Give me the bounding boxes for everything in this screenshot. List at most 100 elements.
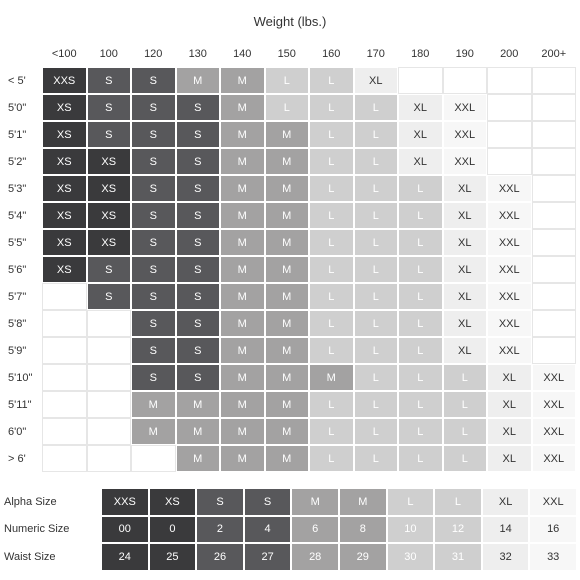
height-row-header: 5'5": [8, 236, 27, 249]
weight-column-header: 140: [233, 48, 252, 60]
height-row-header: 6'0": [8, 425, 27, 438]
legend-cell: XXL: [529, 488, 577, 516]
size-cell: [531, 229, 576, 256]
size-cell: M: [264, 256, 309, 283]
legend-cell: XL: [481, 488, 530, 516]
legend-cell: 2: [196, 515, 244, 543]
size-cell: L: [353, 94, 398, 121]
size-cell: M: [264, 364, 309, 391]
size-cell: [42, 310, 87, 337]
size-cell: XS: [86, 148, 131, 175]
size-cell: M: [131, 418, 176, 445]
size-cell: S: [175, 310, 220, 337]
size-cell: S: [131, 148, 176, 175]
size-cell: M: [220, 283, 265, 310]
size-cell: L: [442, 391, 487, 418]
height-row-header: < 5': [8, 74, 26, 87]
size-cell: [86, 445, 131, 472]
size-cell: M: [264, 418, 309, 445]
legend-cell: S: [243, 488, 292, 516]
size-cell: L: [309, 94, 354, 121]
size-cell: M: [264, 175, 309, 202]
size-cell: [442, 67, 487, 94]
legend-row-label: Alpha Size: [4, 495, 57, 508]
size-cell: XL: [442, 256, 487, 283]
size-cell: M: [220, 121, 265, 148]
legend-cell: 28: [291, 543, 339, 571]
size-cell: M: [220, 229, 265, 256]
size-cell: L: [398, 175, 443, 202]
size-cell: L: [353, 310, 398, 337]
size-cell: XS: [42, 229, 87, 256]
size-cell: [531, 337, 576, 364]
size-cell: L: [353, 283, 398, 310]
legend-cell: 30: [386, 543, 435, 571]
size-cell: XXL: [531, 418, 576, 445]
size-cell: XL: [487, 418, 532, 445]
weight-column-header: <100: [51, 48, 77, 60]
size-cell: M: [264, 283, 309, 310]
size-cell: S: [175, 94, 220, 121]
size-cell: [86, 310, 131, 337]
size-cell: L: [309, 121, 354, 148]
size-cell: S: [175, 148, 220, 175]
size-cell: S: [175, 256, 220, 283]
weight-column-header: 130: [188, 48, 207, 60]
size-cell: L: [398, 310, 443, 337]
size-cell: XXL: [531, 364, 576, 391]
size-cell: [487, 148, 532, 175]
weight-column-header: 170: [366, 48, 385, 60]
size-cell: S: [131, 94, 176, 121]
height-row-header: 5'0": [8, 101, 27, 114]
size-cell: XXS: [42, 67, 87, 94]
size-cell: M: [264, 310, 309, 337]
size-cell: [86, 418, 131, 445]
legend-cell: 33: [529, 543, 577, 571]
size-cell: L: [353, 256, 398, 283]
legend-cell: L: [434, 488, 482, 516]
size-cell: S: [175, 283, 220, 310]
size-cell: XL: [442, 202, 487, 229]
size-cell: M: [220, 175, 265, 202]
size-cell: [42, 391, 87, 418]
size-cell: XXL: [487, 256, 532, 283]
size-cell: L: [398, 202, 443, 229]
size-cell: L: [309, 418, 354, 445]
size-cell: S: [175, 229, 220, 256]
size-cell: M: [220, 391, 265, 418]
size-cell: [531, 202, 576, 229]
size-cell: L: [442, 445, 487, 472]
legend-cell: 16: [529, 515, 577, 543]
size-cell: XXL: [487, 283, 532, 310]
weight-column-header: 200+: [541, 48, 567, 60]
size-cell: M: [131, 391, 176, 418]
legend-cell: M: [291, 488, 339, 516]
size-cell: L: [353, 418, 398, 445]
legend-cell: 8: [339, 515, 387, 543]
legend-cell: 27: [243, 543, 292, 571]
size-cell: XS: [42, 202, 87, 229]
size-cell: XL: [442, 283, 487, 310]
size-cell: [487, 67, 532, 94]
size-cell: L: [264, 67, 309, 94]
size-cell: [86, 364, 131, 391]
size-cell: [531, 256, 576, 283]
size-cell: L: [442, 364, 487, 391]
size-cell: L: [353, 391, 398, 418]
size-cell: [398, 67, 443, 94]
size-cell: M: [220, 310, 265, 337]
legend-cell: 0: [148, 515, 197, 543]
size-cell: XS: [42, 94, 87, 121]
size-cell: M: [175, 67, 220, 94]
size-cell: XXL: [442, 148, 487, 175]
size-cell: XXL: [487, 202, 532, 229]
weight-column-header: 180: [411, 48, 430, 60]
size-cell: S: [86, 283, 131, 310]
size-cell: XL: [353, 67, 398, 94]
size-cell: L: [309, 283, 354, 310]
legend-cell: 10: [386, 515, 435, 543]
size-cell: [531, 121, 576, 148]
size-cell: [531, 175, 576, 202]
legend-cell: 00: [101, 515, 149, 543]
